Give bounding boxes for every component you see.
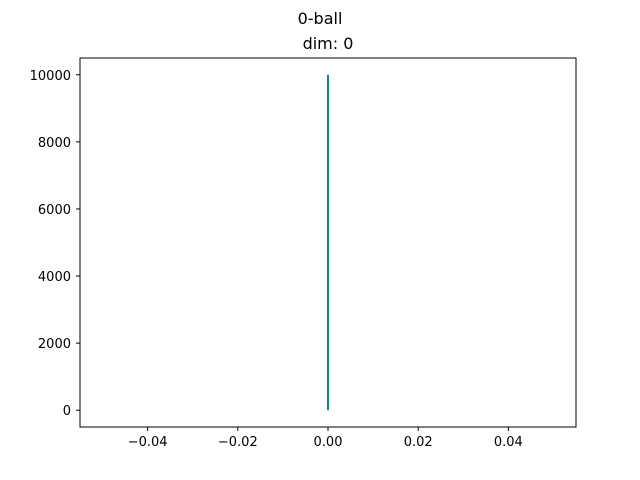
axes-title: dim: 0 (303, 34, 354, 53)
x-tick-label-1: −0.02 (218, 435, 258, 450)
x-tick-label-3: 0.02 (404, 435, 433, 450)
bar-0 (327, 74, 329, 411)
y-tick-label-2: 4000 (38, 270, 71, 285)
x-tick-label-0: −0.04 (128, 435, 168, 450)
figure-suptitle: 0-ball (298, 9, 343, 28)
y-tick-label-5: 10000 (30, 69, 71, 84)
plot-area: −0.04 −0.02 0.00 0.02 0.04 0 2000 4000 6000 8000 1… (30, 57, 577, 450)
x-tick-label-4: 0.04 (494, 435, 523, 450)
y-tick-label-3: 6000 (38, 203, 71, 218)
y-tick-label-1: 2000 (38, 337, 71, 352)
y-tick-label-0: 0 (63, 404, 71, 419)
y-tick-label-4: 8000 (38, 136, 71, 151)
x-tick-label-2: 0.00 (314, 435, 343, 450)
